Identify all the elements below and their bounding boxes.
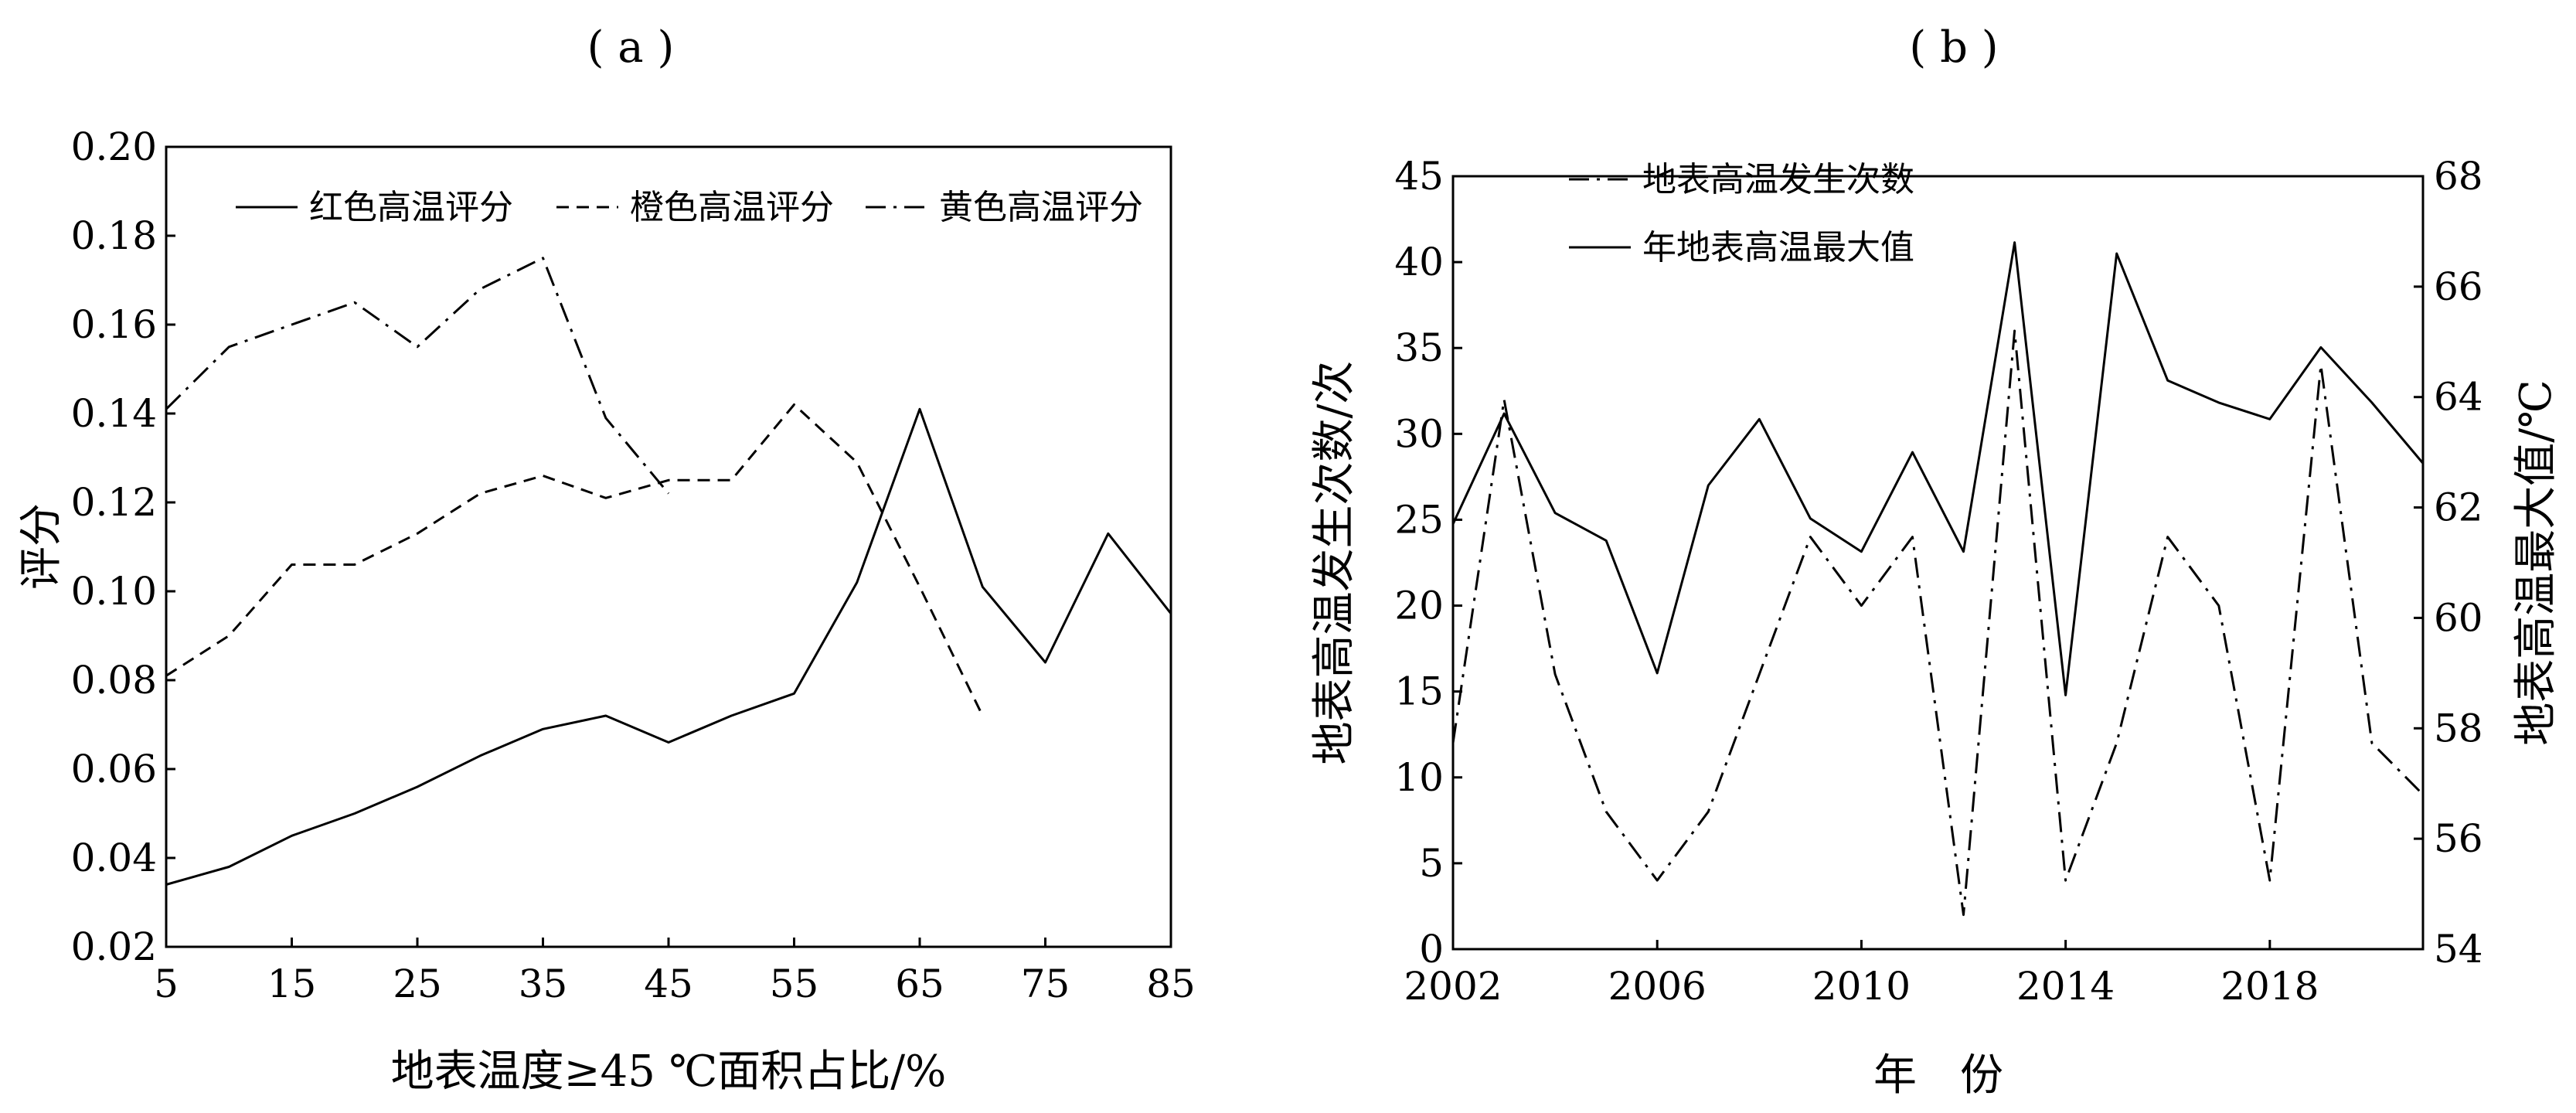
panel-b-x-axis-title: 年 份 bbox=[1873, 1050, 2003, 1101]
panel-b-right-y-tick-label: 58 bbox=[2434, 706, 2483, 751]
panel-b-x-tick-label: 2018 bbox=[2220, 964, 2319, 1009]
panel-b: ( b ) 2002 2006 2010 2014 2018 0 5 10 15 20 25 30 35… bbox=[1309, 22, 2561, 1101]
panel-a-y-tick-label: 0.04 bbox=[71, 836, 157, 880]
panel-a-x-tick-label: 55 bbox=[770, 962, 819, 1006]
panel-b-left-y-tick-label: 40 bbox=[1394, 240, 1444, 284]
panel-b-label: ( b ) bbox=[1909, 22, 1998, 73]
panel-b-legend-label: 年地表高温最大值 bbox=[1642, 228, 1914, 267]
panel-b-right-y-tick-label: 56 bbox=[2434, 816, 2483, 861]
panel-a-y-tick-label: 0.14 bbox=[71, 391, 157, 436]
panel-a-y-tick-label: 0.10 bbox=[71, 569, 157, 614]
panel-b-series-1-line bbox=[1451, 329, 2425, 917]
panel-b-x-tick-label: 2010 bbox=[1812, 964, 1911, 1009]
panel-a-series-1-line bbox=[165, 407, 1172, 886]
panel-b-left-y-tick-label: 5 bbox=[1419, 841, 1444, 886]
panel-a-x-tick-label: 15 bbox=[267, 962, 317, 1006]
panel-a-label: ( a ) bbox=[587, 22, 675, 73]
panel-b-lines bbox=[1451, 241, 2425, 917]
panel-a-x-tick-label: 35 bbox=[519, 962, 568, 1006]
panel-b-right-y-tick-label: 68 bbox=[2434, 154, 2483, 199]
panel-a-series-3-line bbox=[165, 257, 670, 495]
panel-a-y-tick-label: 0.12 bbox=[71, 480, 157, 525]
panel-b-series-2-line bbox=[1451, 241, 2425, 696]
panel-a-y-tick-label: 0.18 bbox=[71, 213, 157, 258]
panel-a-x-tick-label: 85 bbox=[1146, 962, 1196, 1006]
panel-b-right-y-tick-label: 62 bbox=[2434, 485, 2483, 530]
panel-b-left-y-tick-label: 45 bbox=[1394, 154, 1444, 199]
panel-b-right-y-tick-label: 60 bbox=[2434, 595, 2483, 640]
panel-b-x-tick-label: 2006 bbox=[1608, 964, 1707, 1009]
panel-b-left-y-tick-label: 20 bbox=[1394, 584, 1444, 628]
panel-a-x-tick-label: 65 bbox=[895, 962, 944, 1006]
panel-a-x-tick-label: 25 bbox=[393, 962, 442, 1006]
panel-a-y-tick-label: 0.20 bbox=[71, 124, 157, 169]
panel-a-ticks: 5 15 25 35 45 55 65 75 85 0.02 0.04 0.06 0.08 0.10 0.1… bbox=[71, 124, 1196, 1006]
panel-a-y-tick-label: 0.16 bbox=[71, 302, 157, 347]
panel-a: ( a ) 5 15 25 35 45 55 65 75 85 0.02 0.04 0.06 0.08 0… bbox=[16, 22, 1196, 1097]
panel-a-lines bbox=[165, 257, 1172, 886]
panel-a-y-tick-label: 0.06 bbox=[71, 747, 157, 791]
panel-b-right-y-axis-title: 地表高温最大值/℃ bbox=[2511, 380, 2561, 746]
panel-b-left-y-tick-label: 30 bbox=[1394, 411, 1444, 456]
panel-b-plot-frame bbox=[1451, 175, 2425, 951]
panel-a-x-tick-label: 45 bbox=[644, 962, 693, 1006]
panel-b-left-y-tick-label: 15 bbox=[1394, 669, 1444, 714]
panel-b-left-y-tick-label: 35 bbox=[1394, 325, 1444, 370]
panel-b-left-y-tick-label: 10 bbox=[1394, 755, 1444, 800]
panel-b-left-y-tick-label: 25 bbox=[1394, 497, 1444, 542]
panel-b-left-y-axis-title: 地表高温发生次数/次 bbox=[1309, 361, 1359, 765]
panel-a-x-axis-title: 地表温度≥45 ℃面积占比/% bbox=[391, 1047, 947, 1097]
panel-a-x-tick-label: 75 bbox=[1021, 962, 1070, 1006]
panel-b-right-y-tick-label: 54 bbox=[2434, 927, 2483, 972]
panel-a-legend-label: 橙色高温评分 bbox=[630, 188, 834, 227]
panel-b-x-tick-label: 2002 bbox=[1404, 964, 1502, 1009]
panel-b-right-y-tick-label: 64 bbox=[2434, 375, 2483, 420]
panel-a-series-2-line bbox=[165, 403, 984, 716]
panel-b-x-tick-label: 2014 bbox=[2016, 964, 2115, 1009]
panel-a-y-axis-title: 评分 bbox=[16, 503, 66, 590]
panel-b-left-y-tick-label: 0 bbox=[1419, 927, 1444, 972]
panel-a-y-tick-label: 0.02 bbox=[71, 924, 157, 969]
panel-b-legend-label: 地表高温发生次数 bbox=[1642, 160, 1914, 199]
panel-a-y-tick-label: 0.08 bbox=[71, 658, 157, 703]
panel-a-legend: 红色高温评分 橙色高温评分 黄色高温评分 bbox=[236, 188, 1143, 227]
panel-a-legend-label: 黄色高温评分 bbox=[939, 188, 1143, 227]
panel-a-legend-label: 红色高温评分 bbox=[309, 188, 513, 227]
panel-b-right-y-tick-label: 66 bbox=[2434, 264, 2483, 309]
panel-a-x-tick-label: 5 bbox=[154, 962, 179, 1006]
panel-b-ticks: 2002 2006 2010 2014 2018 0 5 10 15 20 25 30 35 40 45 54… bbox=[1394, 154, 2482, 1009]
